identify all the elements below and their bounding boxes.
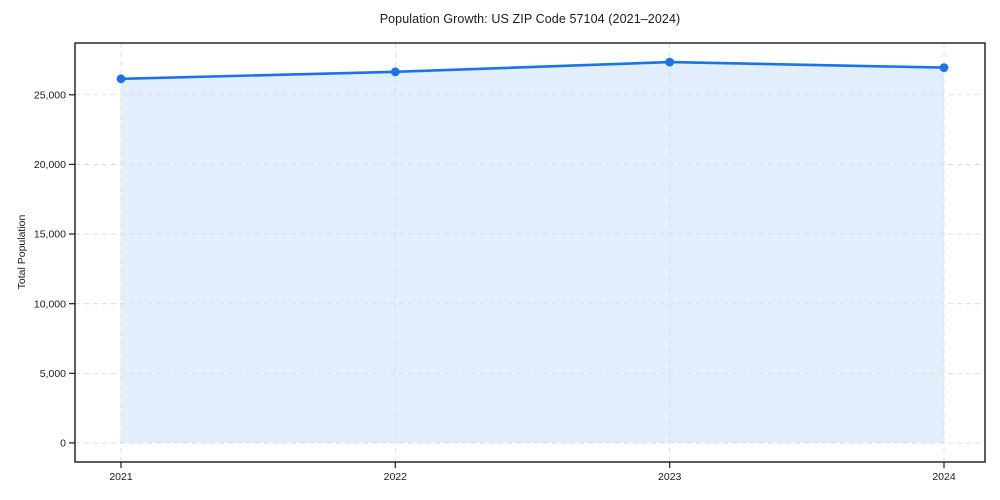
y-tick-label: 15,000 [34,229,66,241]
y-tick-label: 0 [60,438,66,450]
series-area-fill [121,62,944,443]
series-line [119,60,946,81]
y-tick-label: 5,000 [40,368,66,380]
x-tick-label: 2023 [658,471,682,483]
y-tick-label: 10,000 [34,298,66,310]
data-point-marker [939,63,949,72]
y-tick-label: 20,000 [34,159,66,171]
data-point-marker [116,74,126,84]
chart-title: Population Growth: US ZIP Code 57104 (20… [379,12,681,26]
data-point-marker [390,67,400,77]
plot-spines [74,42,986,463]
y-axis-label: Total Population [16,214,28,290]
x-tick-label: 2021 [109,471,133,483]
y-tick-label: 25,000 [34,89,66,101]
x-tick-label: 2022 [384,471,408,483]
data-point-marker [665,57,675,67]
x-tick-label: 2024 [932,471,956,483]
